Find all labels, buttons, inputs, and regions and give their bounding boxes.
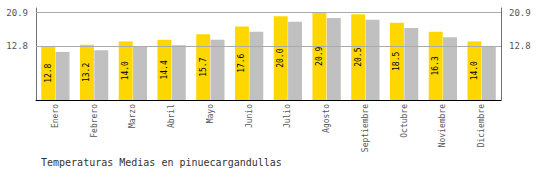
svg-text:17.6: 17.6 — [237, 53, 246, 72]
svg-text:Temperaturas Medias en pinueca: Temperaturas Medias en pinuecargandullas — [41, 157, 282, 168]
svg-text:12.8: 12.8 — [509, 41, 531, 51]
svg-text:Marzo: Marzo — [128, 104, 137, 128]
svg-text:14.0: 14.0 — [470, 61, 479, 80]
svg-text:15.7: 15.7 — [199, 57, 208, 76]
svg-text:Mayo: Mayo — [206, 104, 215, 123]
svg-text:14.4: 14.4 — [160, 60, 169, 79]
svg-text:16.3: 16.3 — [431, 56, 440, 75]
svg-text:Junio: Junio — [245, 104, 254, 128]
svg-text:20.9: 20.9 — [315, 46, 324, 65]
svg-text:14.0: 14.0 — [121, 61, 130, 80]
svg-text:Abril: Abril — [167, 104, 176, 128]
svg-text:12.8: 12.8 — [44, 63, 53, 82]
svg-text:18.5: 18.5 — [392, 52, 401, 71]
svg-text:Agosto: Agosto — [322, 104, 331, 133]
svg-text:20.5: 20.5 — [354, 47, 363, 66]
svg-text:Febrero: Febrero — [90, 104, 99, 138]
svg-text:Julio: Julio — [283, 104, 292, 128]
svg-text:Noviembre: Noviembre — [438, 104, 447, 148]
svg-text:Enero: Enero — [51, 104, 60, 128]
svg-text:13.2: 13.2 — [82, 63, 91, 82]
svg-text:20.9: 20.9 — [509, 8, 531, 18]
svg-text:12.8: 12.8 — [6, 41, 28, 51]
svg-text:Septiembre: Septiembre — [361, 104, 370, 152]
svg-text:Diciembre: Diciembre — [477, 104, 486, 148]
svg-text:20.9: 20.9 — [6, 8, 28, 18]
svg-text:Octubre: Octubre — [400, 104, 409, 138]
svg-text:20.0: 20.0 — [276, 48, 285, 67]
